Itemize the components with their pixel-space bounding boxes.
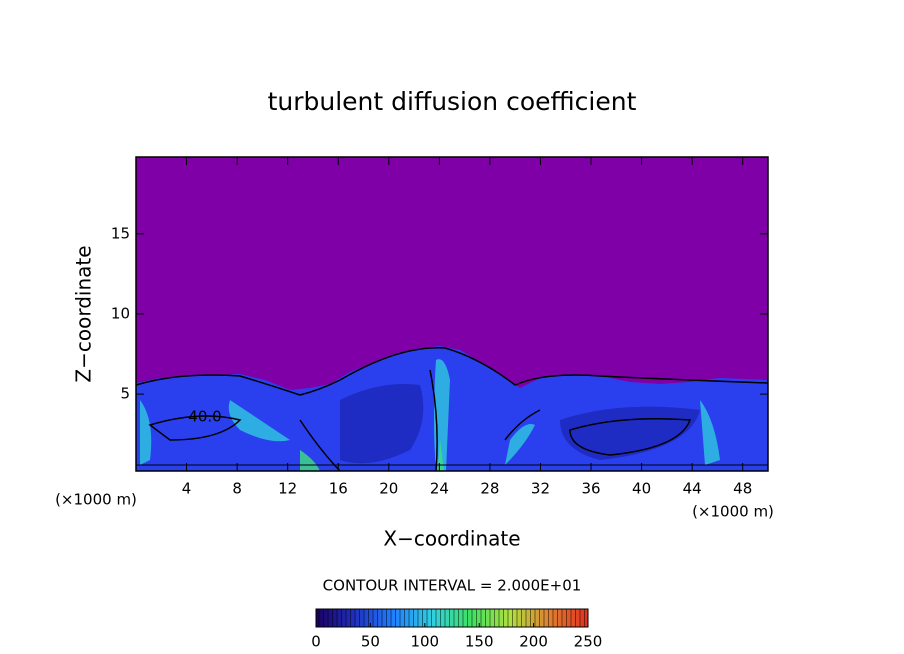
x-tick-label: 4 bbox=[182, 480, 192, 498]
peak-region bbox=[300, 440, 444, 471]
x-tick-label: 28 bbox=[480, 480, 499, 498]
contour-lines bbox=[135, 347, 769, 472]
x-tick-label: 36 bbox=[581, 480, 600, 498]
x-tick-label: 20 bbox=[379, 480, 398, 498]
y-tick-label: 5 bbox=[120, 385, 130, 403]
x-tick-label: 24 bbox=[430, 480, 449, 498]
colorbar-tick-label: 0 bbox=[311, 633, 321, 651]
x-axis-label: X−coordinate bbox=[383, 527, 520, 551]
x-tick-label: 16 bbox=[329, 480, 348, 498]
low-region bbox=[340, 384, 700, 464]
colorbar-frame bbox=[315, 608, 589, 628]
x-tick-label: 12 bbox=[278, 480, 297, 498]
colorbar-tick-label: 100 bbox=[410, 633, 439, 651]
x-unit-label: (×1000 m) bbox=[55, 491, 137, 509]
x-tick-label: 44 bbox=[683, 480, 702, 498]
y-tick-label: 10 bbox=[111, 305, 130, 323]
contour-label: 40.0 bbox=[188, 408, 221, 426]
x-tick-label: 48 bbox=[733, 480, 752, 498]
x-unit-label: (×1000 m) bbox=[692, 503, 774, 521]
contour-interval: CONTOUR INTERVAL = 2.000E+01 bbox=[323, 577, 582, 595]
y-axis-label: Z−coordinate bbox=[72, 245, 96, 382]
x-tick-label: 32 bbox=[531, 480, 550, 498]
x-tick-label: 40 bbox=[632, 480, 651, 498]
colorbar-tick-label: 50 bbox=[361, 633, 380, 651]
colorbar-tick-label: 200 bbox=[519, 633, 548, 651]
x-tick-label: 8 bbox=[232, 480, 242, 498]
colorbar-tick-label: 150 bbox=[465, 633, 494, 651]
field bbox=[135, 346, 769, 472]
chart-title: turbulent diffusion coefficient bbox=[268, 87, 637, 116]
y-tick-label: 15 bbox=[111, 224, 130, 242]
colorbar-tick-label: 250 bbox=[574, 633, 603, 651]
colorbar bbox=[316, 609, 588, 627]
